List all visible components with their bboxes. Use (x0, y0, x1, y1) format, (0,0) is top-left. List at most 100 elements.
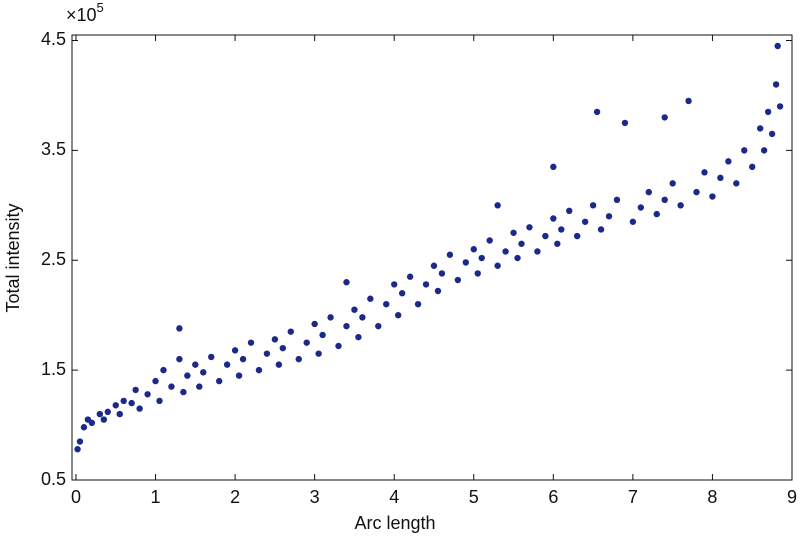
point (518, 240, 525, 247)
point (693, 188, 700, 196)
point (359, 314, 366, 321)
point (74, 446, 81, 453)
point (398, 290, 406, 297)
x-tick-label: 1 (151, 487, 161, 507)
point (144, 391, 151, 398)
point (406, 273, 414, 280)
point (502, 248, 509, 255)
y-tick-label: 2.5 (41, 249, 66, 269)
x-tick-label: 2 (230, 487, 240, 507)
point (637, 204, 645, 211)
point (685, 97, 692, 105)
point (629, 218, 637, 225)
point (774, 42, 781, 50)
x-tick-label: 5 (469, 487, 479, 507)
point (621, 119, 629, 127)
y-scale-exponent: 5 (97, 0, 104, 15)
x-tick-label: 3 (310, 487, 320, 507)
point (152, 377, 159, 385)
point (589, 202, 597, 209)
y-scale-label: ×105 (66, 0, 104, 24)
point (573, 232, 581, 240)
point (215, 377, 223, 385)
point (239, 355, 247, 363)
point (116, 410, 123, 418)
x-tick-label: 9 (787, 487, 797, 507)
point (653, 210, 660, 218)
point (287, 328, 294, 335)
point (486, 237, 493, 244)
point (100, 416, 108, 423)
point (120, 397, 127, 405)
point (661, 196, 668, 204)
point (367, 295, 374, 302)
point (597, 226, 605, 233)
point (80, 424, 88, 431)
point (112, 402, 119, 409)
point (446, 251, 454, 258)
point (76, 438, 84, 445)
point (303, 339, 310, 346)
point (434, 287, 442, 295)
x-tick-label: 6 (548, 487, 558, 507)
point (343, 279, 350, 286)
point (96, 410, 104, 418)
x-tick-label: 8 (707, 487, 717, 507)
point (128, 399, 135, 407)
point (375, 322, 382, 330)
point (462, 259, 470, 266)
point (184, 372, 191, 379)
point (156, 397, 163, 405)
point (581, 218, 589, 225)
point (180, 388, 187, 396)
point (391, 281, 398, 288)
point (311, 320, 318, 328)
y-tick-label: 4.5 (41, 29, 66, 49)
point (414, 300, 422, 308)
point (768, 130, 776, 138)
point (725, 158, 732, 165)
point (351, 306, 358, 313)
point (275, 361, 283, 368)
point (474, 270, 481, 277)
x-tick-label: 0 (71, 487, 81, 507)
point (645, 188, 652, 196)
point (733, 180, 740, 187)
point (136, 405, 143, 412)
point (756, 125, 764, 132)
y-tick-label: 0.5 (41, 469, 66, 489)
point (176, 325, 183, 332)
point (717, 174, 724, 182)
point (494, 262, 501, 269)
point (295, 355, 302, 363)
point (542, 232, 549, 240)
point (132, 386, 139, 394)
point (168, 383, 175, 390)
point (263, 350, 271, 357)
point (235, 372, 243, 379)
point (104, 408, 112, 416)
y-tick-label: 1.5 (41, 359, 66, 379)
point (494, 202, 501, 209)
point (394, 311, 402, 319)
x-tick-label: 7 (628, 487, 638, 507)
point (764, 108, 772, 116)
point (470, 246, 477, 253)
plot-frame (71, 34, 793, 481)
point (422, 281, 430, 288)
point (88, 419, 96, 427)
y-scale-base: ×10 (66, 5, 97, 25)
point (383, 300, 390, 308)
point (534, 248, 541, 255)
point (176, 355, 183, 363)
point (709, 193, 716, 200)
point (677, 202, 684, 209)
point (335, 342, 342, 350)
point (701, 169, 708, 176)
point (478, 254, 485, 262)
point (279, 344, 287, 352)
x-axis-label: Arc length (354, 513, 435, 533)
point (593, 108, 601, 116)
point (196, 383, 203, 390)
